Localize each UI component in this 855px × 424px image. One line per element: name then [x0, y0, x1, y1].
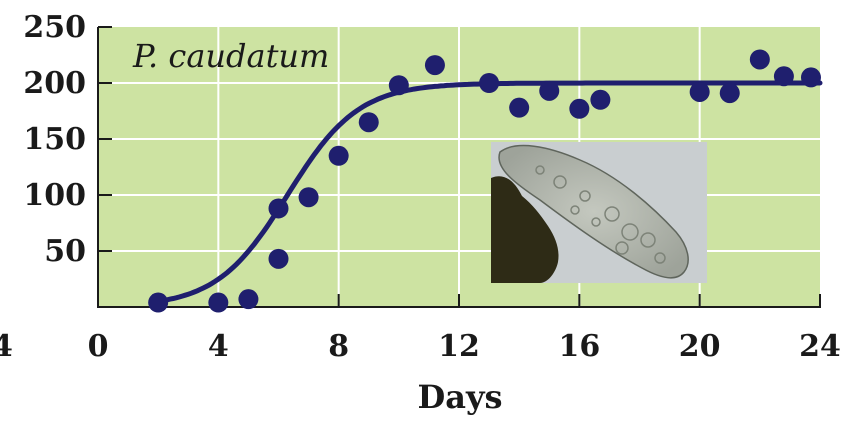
paramecium-photo-inset: [491, 142, 707, 283]
partial-tick-label: 4: [0, 329, 13, 364]
x-tick-label: 8: [328, 329, 349, 364]
data-points: [148, 49, 821, 313]
vacuole: [553, 175, 567, 189]
data-point: [298, 187, 319, 208]
x-tick-label: 0: [88, 329, 109, 364]
data-point: [358, 112, 379, 133]
vacuole: [640, 232, 656, 248]
y-tick-label: 250: [23, 10, 86, 45]
data-point: [509, 97, 530, 118]
data-point: [689, 81, 710, 102]
x-axis-title: Days: [417, 378, 502, 416]
y-tick-label: 150: [23, 122, 86, 157]
paramecium-cell: [498, 144, 689, 279]
data-point: [749, 49, 770, 70]
data-point: [719, 83, 740, 104]
data-point: [388, 75, 409, 96]
vacuole: [570, 205, 580, 215]
data-point: [328, 145, 349, 166]
vacuole: [654, 252, 666, 264]
data-point: [148, 292, 169, 313]
y-tick-label: 50: [44, 234, 86, 269]
vacuole: [621, 223, 639, 241]
vacuole: [591, 217, 601, 227]
cell-vacuoles: [535, 165, 666, 264]
vacuole: [535, 165, 545, 175]
y-tick-label: 200: [23, 66, 86, 101]
data-point: [590, 89, 611, 110]
x-tick-label: 16: [558, 329, 600, 364]
data-point: [569, 98, 590, 119]
vacuole: [615, 241, 629, 255]
x-tick-label: 4: [208, 329, 229, 364]
vacuole: [579, 190, 591, 202]
x-tick-label: 12: [438, 329, 480, 364]
data-point: [238, 289, 259, 310]
data-point: [539, 80, 560, 101]
vacuole: [604, 206, 620, 222]
data-point: [800, 67, 821, 88]
x-tick-label: 20: [679, 329, 721, 364]
data-point: [208, 292, 229, 313]
data-point: [773, 66, 794, 87]
data-point: [479, 73, 500, 93]
species-annotation: P. caudatum: [132, 37, 329, 75]
debris-blob: [491, 176, 559, 283]
tick-labels: 50 100 150 200 250 0 4 8 12 16 20 24 4: [0, 10, 841, 364]
data-point: [268, 248, 289, 269]
data-point: [268, 198, 289, 219]
x-tick-label: 24: [799, 329, 841, 364]
y-tick-label: 100: [23, 178, 86, 213]
data-point: [424, 55, 445, 76]
